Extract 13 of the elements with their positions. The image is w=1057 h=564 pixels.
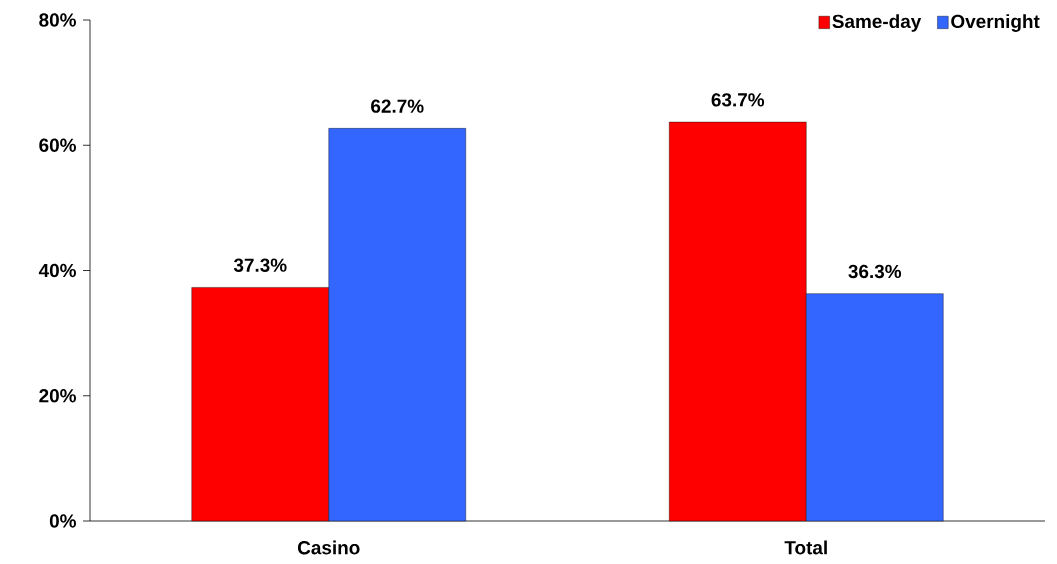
legend-label: Same-day xyxy=(832,14,922,32)
data-label: 37.3% xyxy=(233,258,287,272)
legend-label: Overnight xyxy=(951,14,1040,32)
y-tick-label: 0% xyxy=(49,514,76,528)
x-tick-label: Casino xyxy=(297,540,360,555)
y-tick-label: 40% xyxy=(38,263,76,278)
y-tick-label: 60% xyxy=(39,138,76,152)
data-label: 63.7% xyxy=(711,93,765,107)
y-tick-label: 80% xyxy=(39,13,76,27)
x-tick-label: Total xyxy=(784,540,827,555)
y-tick-label: 20% xyxy=(39,389,76,403)
data-label: 36.3% xyxy=(848,264,902,279)
data-label: 62.7% xyxy=(371,99,424,113)
